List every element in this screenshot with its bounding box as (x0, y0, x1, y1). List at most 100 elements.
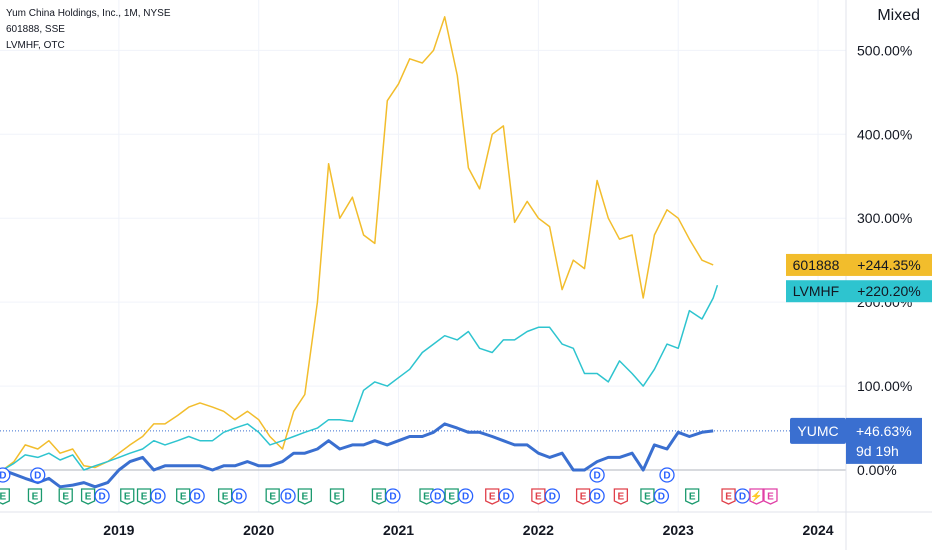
event-marker-lightning[interactable]: ⚡ (749, 488, 764, 505)
y-tick-label: 300.00% (857, 210, 912, 226)
event-marker-earnings[interactable]: E (265, 488, 280, 505)
label-yumc-countdown: 9d 19h (856, 443, 899, 459)
event-marker-earnings[interactable]: E (297, 488, 312, 505)
event-marker-text: D (549, 492, 556, 503)
x-tick-label: 2020 (243, 522, 274, 538)
event-marker-dividend[interactable]: D (385, 488, 401, 504)
event-marker-text: ⚡ (750, 490, 762, 503)
event-marker-dividend[interactable]: D (189, 488, 205, 504)
y-tick-label: 400.00% (857, 126, 912, 142)
x-tick-label: 2024 (802, 522, 833, 538)
event-marker-text: D (434, 492, 441, 503)
event-marker-dividend[interactable]: D (734, 488, 751, 504)
series-601888-line[interactable] (2, 16, 714, 471)
event-marker-text: D (663, 471, 670, 482)
event-marker-dividend[interactable]: D (94, 488, 110, 504)
event-marker-split[interactable]: E (575, 488, 591, 505)
event-marker-text: E (269, 492, 276, 503)
event-marker-earnings[interactable]: E (176, 488, 191, 505)
label-yumc-value: +46.63% (856, 423, 912, 439)
y-tick-label: 100.00% (857, 378, 912, 394)
event-marker-dividend[interactable]: D (659, 467, 675, 483)
event-marker-text: D (34, 471, 41, 482)
event-marker-dividend[interactable]: D (589, 467, 605, 483)
time-axis[interactable]: 2019 2020 2021 2022 2023 2024 (0, 511, 932, 538)
chart-legend: Yum China Holdings, Inc., 1M, NYSE 60188… (6, 6, 171, 54)
label-lvmhf-name: LVMHF (793, 283, 839, 299)
event-marker-text: D (593, 471, 600, 482)
event-marker-dividend[interactable]: D (589, 488, 605, 504)
legend-compare-601888[interactable]: 601888, SSE (6, 24, 65, 35)
event-marker-earnings[interactable]: E (371, 488, 387, 505)
event-marker-earnings[interactable]: E (27, 488, 43, 505)
x-tick-label: 2022 (523, 522, 554, 538)
event-marker-text: E (489, 492, 496, 503)
label-601888: 601888 +244.35% (786, 253, 932, 276)
legend-compare-lvmhf[interactable]: LVMHF, OTC (6, 40, 65, 51)
event-marker-text: E (376, 492, 383, 503)
event-marker-text: E (767, 492, 774, 503)
event-marker-earnings[interactable]: E (0, 488, 10, 505)
event-marker-earnings[interactable]: E (419, 488, 434, 505)
event-marker-text: D (154, 492, 161, 503)
x-tick-label: 2019 (103, 522, 134, 538)
event-marker-dividend[interactable]: D (544, 488, 560, 504)
event-marker-split[interactable]: E (485, 488, 500, 505)
x-tick-label: 2021 (383, 522, 414, 538)
event-marker-text: D (284, 492, 291, 503)
label-lvmhf-name-bg (786, 280, 846, 303)
event-marker-earnings[interactable]: E (120, 488, 135, 505)
event-marker-earnings[interactable]: E (685, 488, 700, 505)
label-yumc-name-bg (790, 417, 846, 444)
event-marker-text: E (141, 492, 148, 503)
event-marker-dividend[interactable]: D (457, 488, 474, 504)
chart-grid (0, 0, 846, 512)
event-marker-earnings[interactable]: E (329, 488, 345, 505)
event-marker-earnings[interactable]: E (217, 488, 233, 505)
event-marker-dividend[interactable]: D (30, 467, 46, 483)
event-marker-dividend[interactable]: D (150, 488, 166, 504)
label-601888-name-bg (786, 253, 846, 276)
event-marker-split[interactable]: E (613, 488, 629, 505)
series-layer (2, 16, 719, 489)
label-601888-name: 601888 (793, 257, 840, 273)
y-tick-label: 500.00% (857, 42, 912, 58)
event-marker-text: D (389, 492, 396, 503)
event-marker-text: E (618, 492, 625, 503)
event-marker-dividend[interactable]: D (653, 488, 670, 504)
event-marker-dividend[interactable]: D (231, 488, 247, 504)
event-marker-dividend[interactable]: D (280, 488, 296, 504)
event-marker-earnings[interactable]: E (80, 488, 96, 505)
event-marker-earnings[interactable]: E (640, 488, 655, 505)
label-lvmhf-value: +220.20% (857, 283, 920, 299)
label-lvmhf-value-bg (846, 280, 932, 303)
label-601888-value: +244.35% (857, 257, 920, 273)
event-marker-text: E (222, 492, 229, 503)
event-marker-dividend[interactable]: D (0, 467, 11, 483)
scale-mode-label[interactable]: Mixed (877, 7, 920, 24)
events-layer: D D D DE E E E D E E D E D E D E D E E E D E D E D E D E D E D E E D E E D ⚡ E (0, 467, 778, 505)
event-marker-text: E (62, 492, 69, 503)
event-marker-split[interactable]: E (531, 488, 546, 505)
series-yumc-line[interactable] (2, 422, 714, 489)
event-marker-text: E (302, 492, 309, 503)
event-marker-split[interactable]: E (721, 488, 736, 505)
event-marker-dividend[interactable]: D (498, 488, 514, 504)
event-marker-text: D (593, 492, 600, 503)
event-marker-earnings[interactable]: E (58, 488, 73, 505)
event-marker-earnings[interactable]: E (136, 488, 152, 505)
event-marker-text: E (725, 492, 732, 503)
event-marker-text: E (423, 492, 430, 503)
event-marker-text: D (739, 492, 746, 503)
legend-main-symbol[interactable]: Yum China Holdings, Inc., 1M, NYSE (6, 8, 171, 19)
event-marker-text: D (658, 492, 665, 503)
event-marker-text: E (644, 492, 651, 503)
event-marker-dividend[interactable]: D (430, 488, 446, 504)
event-marker-earnings[interactable]: E (444, 488, 459, 505)
series-lvmhf-line[interactable] (2, 284, 719, 471)
event-marker-earnings_future[interactable]: E (763, 488, 778, 505)
event-marker-text: D (98, 492, 105, 503)
label-601888-value-bg (846, 253, 932, 276)
event-marker-text: E (334, 492, 341, 503)
